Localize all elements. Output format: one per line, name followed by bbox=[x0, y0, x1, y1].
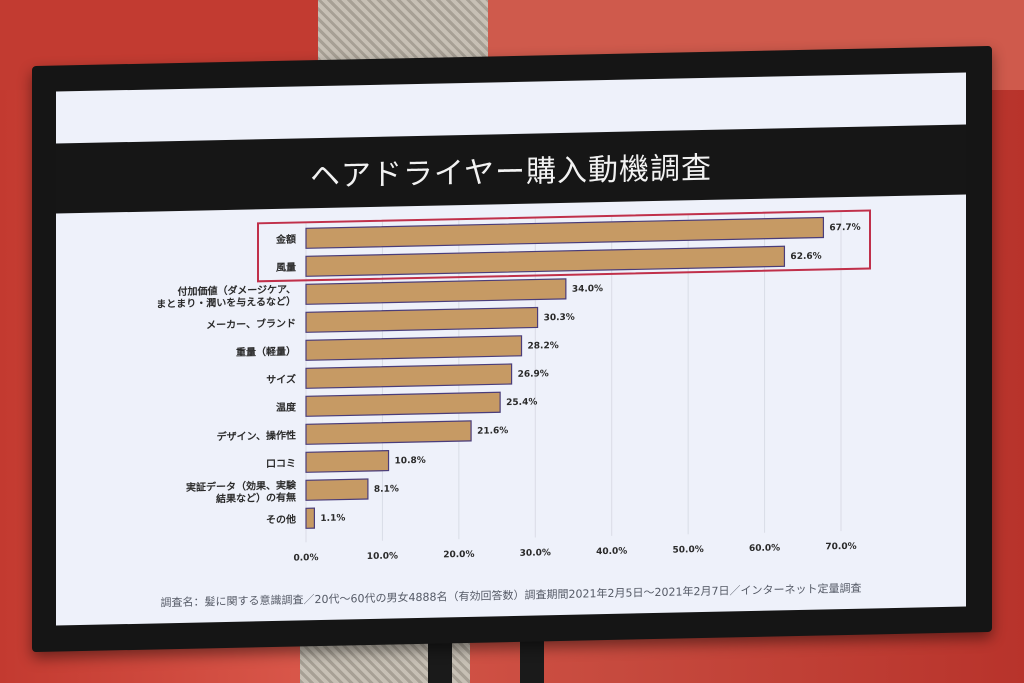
category-label: サイズ bbox=[266, 373, 296, 387]
bar bbox=[305, 363, 513, 389]
bar bbox=[305, 391, 501, 417]
data-label: 67.7% bbox=[829, 223, 860, 234]
data-label: 21.6% bbox=[477, 426, 508, 437]
category-label: メーカー、ブランド bbox=[206, 317, 296, 332]
bar bbox=[305, 216, 825, 249]
category-label: 付加価値（ダメージケア、 bbox=[178, 283, 296, 298]
bar bbox=[305, 335, 523, 361]
x-tick-label: 70.0% bbox=[825, 542, 856, 553]
data-label: 10.8% bbox=[395, 456, 426, 467]
category-label: まとまり・潤いを与えるなど） bbox=[156, 295, 296, 311]
bar bbox=[305, 507, 316, 529]
data-label: 30.3% bbox=[544, 313, 575, 324]
x-tick-label: 10.0% bbox=[367, 551, 398, 562]
category-label: デザイン、操作性 bbox=[217, 429, 296, 444]
data-label: 8.1% bbox=[374, 484, 399, 495]
data-label: 62.6% bbox=[790, 252, 821, 263]
x-tick-label: 40.0% bbox=[596, 547, 627, 558]
data-label: 26.9% bbox=[518, 369, 549, 380]
bar bbox=[305, 278, 567, 305]
category-label: 重量（軽量） bbox=[236, 345, 296, 359]
bar bbox=[305, 420, 472, 445]
chart-title: ヘアドライヤー購入動機調査 bbox=[309, 150, 713, 195]
display-monitor: ヘアドライヤー購入動機調査 0.0% 10.0% 20.0% 30.0% 40.0% 50… bbox=[32, 45, 992, 653]
x-tick-label: 50.0% bbox=[673, 545, 704, 556]
category-label: 金額 bbox=[275, 233, 296, 246]
data-label: 28.2% bbox=[528, 341, 559, 352]
bar bbox=[305, 306, 539, 333]
data-label: 34.0% bbox=[572, 284, 603, 295]
presentation-slide: ヘアドライヤー購入動機調査 0.0% 10.0% 20.0% 30.0% 40.0% 50… bbox=[56, 72, 966, 626]
category-label: 温度 bbox=[276, 401, 297, 414]
bar bbox=[305, 245, 786, 277]
category-label: 風量 bbox=[276, 261, 296, 274]
data-label: 1.1% bbox=[320, 513, 345, 524]
x-tick-label: 60.0% bbox=[749, 543, 780, 554]
x-tick-label: 20.0% bbox=[443, 550, 474, 561]
category-label: その他 bbox=[266, 513, 296, 527]
category-label: 実証データ（効果、実験 bbox=[186, 479, 297, 494]
bar bbox=[305, 449, 390, 473]
x-tick-label: 30.0% bbox=[520, 548, 551, 559]
bar bbox=[305, 478, 369, 501]
highlight-box bbox=[257, 209, 871, 283]
data-label: 25.4% bbox=[506, 397, 537, 408]
x-tick-label: 0.0% bbox=[294, 553, 319, 564]
category-label: 結果など）の有無 bbox=[216, 491, 296, 506]
bar-chart: 0.0% 10.0% 20.0% 30.0% 40.0% 50.0% 60.0% 70.0% 6… bbox=[156, 209, 871, 564]
category-label: 口コミ bbox=[266, 458, 296, 471]
